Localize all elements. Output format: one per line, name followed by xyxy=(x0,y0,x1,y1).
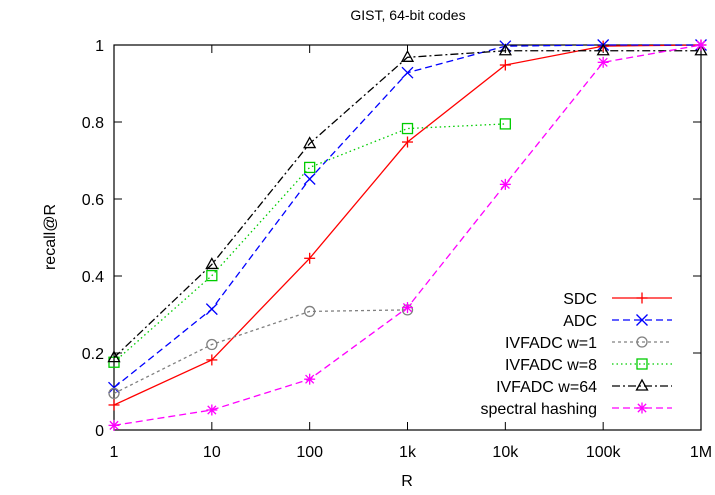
point-ivfadc-w-8-1 xyxy=(206,269,218,282)
point-sdc-1 xyxy=(206,354,218,366)
x-tick-label-10: 10 xyxy=(203,444,221,461)
series-sdc xyxy=(108,39,707,411)
series-line-adc xyxy=(113,44,701,389)
y-axis-label: recall@R xyxy=(42,204,59,270)
series-ivfadc-w-1 xyxy=(108,304,414,400)
point-ivfadc-w-64-2 xyxy=(303,136,317,149)
axis-ticks: 1 10 100 1k 10k 100k 1M 0 0.2 0.4 0.6 0.8 1 xyxy=(82,38,712,461)
plot-frame xyxy=(113,44,702,431)
series-ivfadc-w-64 xyxy=(107,43,708,363)
point-sdc-0 xyxy=(108,399,120,411)
legend-marker-sdc xyxy=(636,292,648,304)
legend: SDC ADC IVFADC w=1 IVFADC w=8 IVFADC w=64 spe… xyxy=(480,291,672,418)
legend-label-sdc: SDC xyxy=(563,291,597,308)
point-adc-2 xyxy=(303,173,316,185)
legend-marker-ivfadc-w-1 xyxy=(636,336,648,348)
x-tick-label-100: 100 xyxy=(296,444,323,461)
point-spectral-hashing-0 xyxy=(108,419,120,431)
point-ivfadc-w-8-2 xyxy=(304,161,316,174)
point-sdc-2 xyxy=(304,252,316,264)
point-ivfadc-w-64-6 xyxy=(694,43,708,56)
y-tick-label-0-6: 0.6 xyxy=(82,192,104,209)
chart-title: GIST, 64-bit codes xyxy=(350,7,465,23)
legend-entry-ivfadc-w-64: IVFADC w=64 xyxy=(496,378,672,396)
series-layer xyxy=(107,39,708,431)
y-tick-label-1: 1 xyxy=(95,38,104,55)
x-tick-label-1m: 1M xyxy=(690,444,712,461)
x-tick-label-1: 1 xyxy=(110,444,119,461)
series-adc xyxy=(108,39,707,394)
point-ivfadc-w-8-4 xyxy=(499,118,511,130)
series-ivfadc-w-8 xyxy=(108,118,511,368)
point-ivfadc-w-8-3 xyxy=(401,122,414,135)
x-tick-label-100k: 100k xyxy=(586,444,622,461)
series-spectral-hashing xyxy=(108,39,707,431)
point-spectral-hashing-5 xyxy=(597,56,609,68)
series-line-ivfadc-w-8 xyxy=(113,123,506,363)
legend-marker-ivfadc-w-64 xyxy=(635,378,649,391)
series-line-spectral-hashing xyxy=(113,44,702,427)
point-ivfadc-w-1-0 xyxy=(108,387,120,400)
legend-label-ivfadc-w-8: IVFADC w=8 xyxy=(505,357,597,374)
point-ivfadc-w-64-3 xyxy=(400,49,415,62)
point-ivfadc-w-1-1 xyxy=(206,338,218,351)
point-adc-0 xyxy=(108,381,120,394)
point-spectral-hashing-3 xyxy=(402,302,413,314)
legend-entry-spectral-hashing: spectral hashing xyxy=(480,401,672,418)
point-sdc-5 xyxy=(597,40,609,52)
point-spectral-hashing-6 xyxy=(695,39,707,51)
point-sdc-3 xyxy=(402,136,413,148)
y-tick-label-0-8: 0.8 xyxy=(82,115,104,132)
legend-entry-adc: ADC xyxy=(563,313,672,330)
point-spectral-hashing-2 xyxy=(304,373,316,385)
y-tick-label-0-4: 0.4 xyxy=(82,269,104,286)
legend-entry-sdc: SDC xyxy=(563,291,672,308)
point-spectral-hashing-1 xyxy=(206,404,218,416)
legend-label-spectral-hashing: spectral hashing xyxy=(480,401,597,418)
legend-label-ivfadc-w-1: IVFADC w=1 xyxy=(505,335,597,352)
point-adc-1 xyxy=(205,303,218,316)
legend-entry-ivfadc-w-8: IVFADC w=8 xyxy=(505,357,672,374)
legend-marker-ivfadc-w-8 xyxy=(636,358,648,370)
y-tick-label-0: 0 xyxy=(95,423,104,440)
legend-label-ivfadc-w-64: IVFADC w=64 xyxy=(496,379,597,396)
legend-entry-ivfadc-w-1: IVFADC w=1 xyxy=(505,335,672,352)
x-axis-label: R xyxy=(401,473,413,490)
series-line-ivfadc-w-64 xyxy=(113,50,701,359)
x-tick-label-10k: 10k xyxy=(492,444,519,461)
point-ivfadc-w-64-5 xyxy=(596,43,610,56)
point-ivfadc-w-1-2 xyxy=(304,305,316,318)
point-ivfadc-w-64-0 xyxy=(107,350,121,363)
legend-marker-spectral-hashing xyxy=(636,402,648,414)
point-adc-4 xyxy=(499,40,512,53)
point-ivfadc-w-64-1 xyxy=(205,257,219,270)
point-sdc-4 xyxy=(499,59,511,71)
legend-label-adc: ADC xyxy=(563,313,597,330)
point-adc-3 xyxy=(401,66,414,79)
series-line-ivfadc-w-1 xyxy=(113,309,408,395)
series-line-sdc xyxy=(113,44,702,406)
legend-marker-adc xyxy=(636,314,648,326)
y-tick-label-0-2: 0.2 xyxy=(82,346,104,363)
point-spectral-hashing-4 xyxy=(499,178,511,190)
point-ivfadc-w-64-4 xyxy=(498,43,512,56)
x-tick-label-1k: 1k xyxy=(399,444,417,461)
